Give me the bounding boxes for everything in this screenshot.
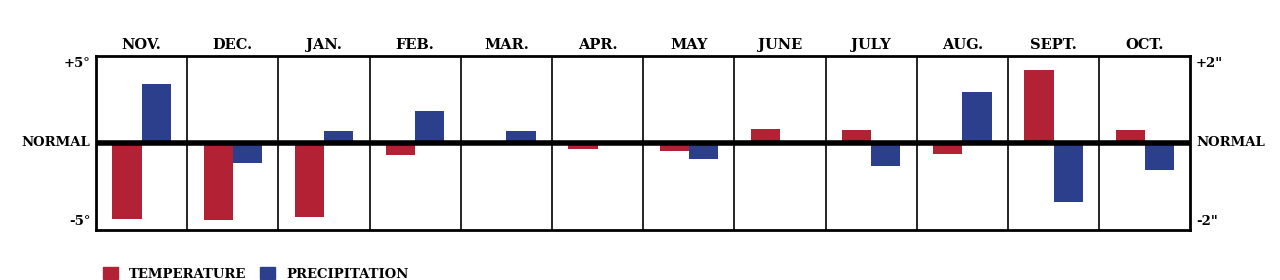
Text: +2": +2"	[1196, 57, 1222, 70]
Bar	[294, 143, 324, 217]
Bar	[387, 143, 415, 155]
Bar	[933, 143, 963, 154]
Bar	[324, 131, 353, 143]
Legend: TEMPERATURE, PRECIPITATION: TEMPERATURE, PRECIPITATION	[102, 267, 408, 280]
Text: -5°: -5°	[69, 215, 91, 228]
Bar	[142, 84, 170, 143]
Bar	[415, 111, 444, 143]
Bar	[233, 143, 262, 162]
Bar	[113, 143, 142, 219]
Bar	[872, 143, 900, 167]
Text: +5°: +5°	[64, 57, 91, 70]
Bar	[568, 143, 598, 149]
Text: NORMAL: NORMAL	[22, 136, 91, 149]
Text: NORMAL: NORMAL	[1196, 136, 1265, 149]
Bar	[507, 131, 535, 143]
Bar	[689, 143, 718, 158]
Bar	[659, 143, 689, 151]
Bar	[842, 130, 872, 143]
Bar	[1053, 143, 1083, 202]
Text: -2": -2"	[1196, 215, 1217, 228]
Bar	[963, 92, 992, 143]
Bar	[1024, 70, 1053, 143]
Bar	[751, 129, 780, 143]
Bar	[1144, 143, 1174, 171]
Bar	[204, 143, 233, 220]
Bar	[1116, 130, 1144, 143]
